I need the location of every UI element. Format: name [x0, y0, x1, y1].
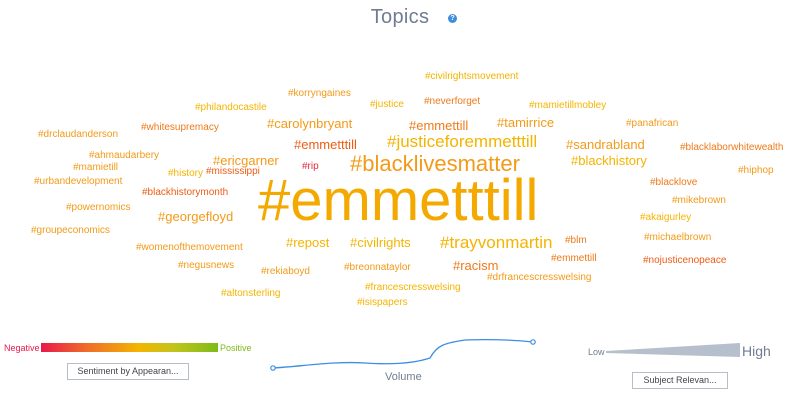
topic-word[interactable]: #mamietill	[73, 162, 119, 173]
relevance-wedge-shape	[606, 343, 740, 357]
topic-word[interactable]: #emmettill	[551, 253, 597, 264]
topic-word[interactable]: #tamirrice	[497, 115, 555, 130]
topic-word[interactable]: #akaigurley	[640, 212, 692, 223]
topic-word[interactable]: #emmetttill	[258, 168, 539, 233]
topic-word[interactable]: #mississippi	[206, 166, 260, 177]
topic-word[interactable]: #civilrightsmovement	[425, 71, 519, 82]
topic-word-cloud: #emmetttill #blacklivesmatter #justicefore…	[31, 71, 784, 308]
topic-word[interactable]: #racism	[453, 258, 499, 273]
topic-word[interactable]: #ericgarner	[213, 153, 279, 168]
topic-word[interactable]: #isispapers	[357, 297, 408, 308]
topic-word[interactable]: #blacklove	[650, 177, 698, 188]
volume-end-handle[interactable]	[530, 339, 536, 345]
topic-word[interactable]: #drclaudanderson	[38, 129, 119, 140]
topic-word[interactable]: #justiceforemmetttill	[387, 132, 538, 151]
topic-word[interactable]: #carolynbryant	[267, 116, 353, 131]
topic-word[interactable]: #philandocastile	[195, 102, 267, 113]
topic-word[interactable]: #drfrancescresswelsing	[487, 272, 592, 283]
topic-word[interactable]: #michaelbrown	[644, 232, 712, 243]
topic-word[interactable]: #francescresswelsing	[365, 282, 461, 293]
topic-word[interactable]: #blacklivesmatter	[350, 151, 520, 176]
sentiment-positive-label: Positive	[220, 343, 252, 353]
topic-word[interactable]: #breonnataylor	[344, 262, 411, 273]
topic-word[interactable]: #neverforget	[424, 96, 481, 107]
topic-word[interactable]: #rekiaboyd	[261, 266, 310, 277]
relevance-low-label: Low	[588, 347, 605, 357]
topic-word[interactable]: #blackhistorymonth	[142, 187, 229, 198]
topic-word[interactable]: #mikebrown	[672, 195, 726, 206]
topic-word[interactable]: #nojusticenopeace	[643, 255, 727, 266]
volume-curve-chart	[270, 338, 536, 371]
topic-word[interactable]: #emmettill	[409, 118, 469, 133]
topic-word[interactable]: #emmetttill	[294, 137, 357, 152]
topic-word[interactable]: #korryngaines	[288, 88, 351, 99]
topic-word[interactable]: #sandrabland	[566, 137, 645, 152]
topic-word[interactable]: #blacklaborwhitewealth	[680, 142, 784, 153]
topic-word[interactable]: #blm	[565, 235, 587, 246]
sentiment-gradient-bar	[41, 343, 218, 352]
help-icon[interactable]: ?	[448, 14, 457, 23]
topic-word[interactable]: #history	[168, 168, 204, 179]
volume-label: Volume	[385, 371, 422, 383]
relevance-wedge	[606, 343, 740, 357]
topic-word[interactable]: #repost	[286, 235, 330, 250]
topic-word[interactable]: #altonsterling	[221, 288, 281, 299]
topic-word[interactable]: #justice	[370, 99, 404, 110]
topic-word[interactable]: #georgefloyd	[158, 209, 234, 224]
topic-word[interactable]: #urbandevelopment	[34, 176, 123, 187]
page-title: Topics	[370, 6, 430, 28]
volume-start-handle[interactable]	[270, 365, 276, 371]
subject-relevance-button[interactable]: Subject Relevan...	[632, 372, 728, 389]
volume-curve-line	[272, 338, 534, 369]
topic-word[interactable]: #hiphop	[738, 165, 774, 176]
topic-word[interactable]: #rip	[302, 161, 319, 172]
topic-word[interactable]: #womenofthemovement	[136, 242, 243, 253]
topic-word[interactable]: #panafrican	[626, 118, 679, 129]
topic-word[interactable]: #whitesupremacy	[141, 122, 219, 133]
sentiment-negative-label: Negative	[4, 343, 40, 353]
topic-word[interactable]: #blackhistory	[571, 153, 647, 168]
topic-word[interactable]: #groupeconomics	[31, 225, 110, 236]
topic-word[interactable]: #negusnews	[178, 260, 235, 271]
topic-word[interactable]: #civilrights	[350, 235, 411, 250]
topic-word[interactable]: #trayvonmartin	[440, 233, 553, 252]
relevance-high-label: High	[742, 343, 771, 359]
topic-word[interactable]: #ahmaudarbery	[89, 150, 160, 161]
topic-word[interactable]: #powernomics	[66, 202, 131, 213]
sentiment-by-appearance-button[interactable]: Sentiment by Appearan...	[67, 363, 189, 380]
topic-word[interactable]: #mamietillmobley	[529, 100, 607, 111]
